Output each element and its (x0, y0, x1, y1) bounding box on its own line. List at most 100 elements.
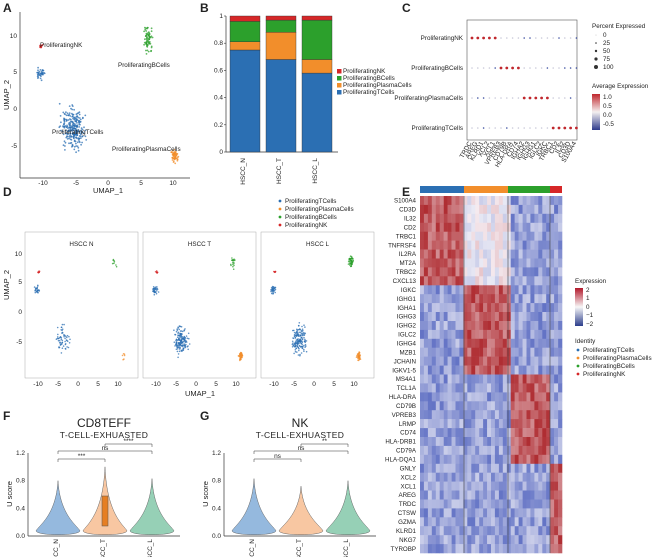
heatmap-cell (479, 249, 484, 259)
heatmap-cell (522, 356, 527, 366)
heatmap-cell (423, 312, 429, 322)
heatmap-cell (491, 544, 496, 554)
heatmap-cell (451, 508, 456, 518)
heatmap-cell (431, 535, 436, 545)
heatmap-cell (443, 222, 448, 232)
heatmap-cell (479, 374, 484, 384)
heatmap-cell (435, 472, 440, 482)
heatmap-cell (498, 213, 504, 223)
heatmap-cell (491, 303, 496, 313)
umap-point (174, 333, 176, 336)
umap-point (81, 128, 84, 131)
umap-point (143, 30, 146, 33)
heatmap-cell (475, 258, 480, 268)
heatmap-cell (475, 338, 480, 348)
umap-point (40, 70, 43, 73)
heatmap-cell (471, 213, 476, 223)
heatmap-cell (451, 544, 456, 554)
heatmap-cell (447, 338, 452, 348)
heatmap-cell (534, 490, 539, 500)
umap-point (150, 27, 153, 30)
heatmap-cell (455, 463, 460, 473)
dot (511, 66, 514, 70)
dot (482, 127, 485, 129)
heatmap-cell (420, 338, 425, 348)
umap-point (61, 329, 63, 332)
umap-point (77, 120, 80, 123)
heatmap-cell (443, 454, 448, 464)
umap-point (172, 153, 174, 155)
umap-point (33, 286, 36, 288)
size-key (595, 34, 597, 36)
dot (476, 36, 480, 40)
heatmap-cell (498, 204, 504, 215)
heatmap-cell (546, 312, 551, 322)
heatmap-cell (550, 321, 555, 331)
umap-point (145, 30, 148, 32)
umap-point (145, 41, 148, 43)
heatmap-cell (420, 321, 425, 331)
heatmap-cell (447, 437, 452, 447)
heatmap-cell (530, 401, 535, 411)
heatmap-cell (459, 285, 464, 295)
heatmap-cell (554, 240, 559, 250)
heatmap-cell (491, 437, 496, 447)
heatmap-cell (435, 535, 440, 545)
heatmap-cell (427, 196, 433, 206)
heatmap-cell (534, 321, 539, 331)
umap-point (183, 336, 186, 338)
heatmap-cell (530, 329, 535, 340)
heatmap-cell (463, 392, 468, 402)
heatmap-cell (558, 526, 563, 536)
heatmap-cell (467, 338, 472, 348)
dot (528, 96, 532, 100)
umap-point (180, 330, 183, 332)
x-tick-label: HSCC_T (276, 158, 283, 184)
heatmap-cell (420, 472, 425, 482)
umap-point (351, 257, 353, 260)
heatmap-cell (467, 276, 472, 286)
heatmap-cell (494, 419, 500, 429)
dot (500, 97, 502, 99)
heatmap-cell (431, 392, 436, 402)
heatmap-cell (526, 383, 531, 393)
umap-point (71, 143, 74, 146)
heatmap-cell (435, 347, 440, 357)
heatmap-cell (487, 267, 492, 277)
heatmap-cell (483, 472, 488, 482)
x-tick: 5 (96, 381, 100, 388)
heatmap-cell (546, 463, 551, 473)
heatmap-cell (510, 303, 515, 313)
heatmap-cell (526, 365, 531, 375)
heatmap-cell (542, 231, 547, 241)
heatmap-cell (459, 499, 464, 509)
heatmap-cell (427, 383, 433, 393)
heatmap-cell (463, 445, 468, 456)
heatmap-cell (491, 410, 496, 420)
dot (546, 96, 549, 100)
heatmap-cell (435, 544, 440, 554)
bar-segment (301, 72, 333, 153)
heatmap-cell (510, 490, 515, 500)
heatmap-cell (510, 240, 515, 250)
heatmap-cell (510, 321, 515, 331)
legend-label: ProliferatingPlasmaCells (285, 206, 354, 213)
heatmap-cell (530, 437, 535, 447)
heatmap-cell (514, 463, 519, 473)
heatmap-cell (439, 508, 444, 518)
umap-point (59, 341, 62, 344)
heatmap-cell (479, 392, 484, 402)
heatmap-cell (534, 437, 539, 447)
heatmap-cell (451, 437, 456, 447)
heatmap-cell (554, 454, 559, 464)
umap-point (355, 356, 358, 359)
umap-point (349, 258, 351, 260)
heatmap-cell (459, 419, 464, 429)
heatmap-cell (514, 222, 519, 232)
heatmap-cell (542, 535, 547, 545)
panel-e-heatmap: S100A4CD3DIL32CD2TRBC1TNFRSF4IL2RAMT2ATR… (385, 186, 652, 554)
heatmap-cell (491, 445, 496, 456)
heatmap-cell (455, 347, 460, 357)
x-tick: -5 (55, 381, 61, 388)
heatmap-cell (530, 463, 535, 473)
